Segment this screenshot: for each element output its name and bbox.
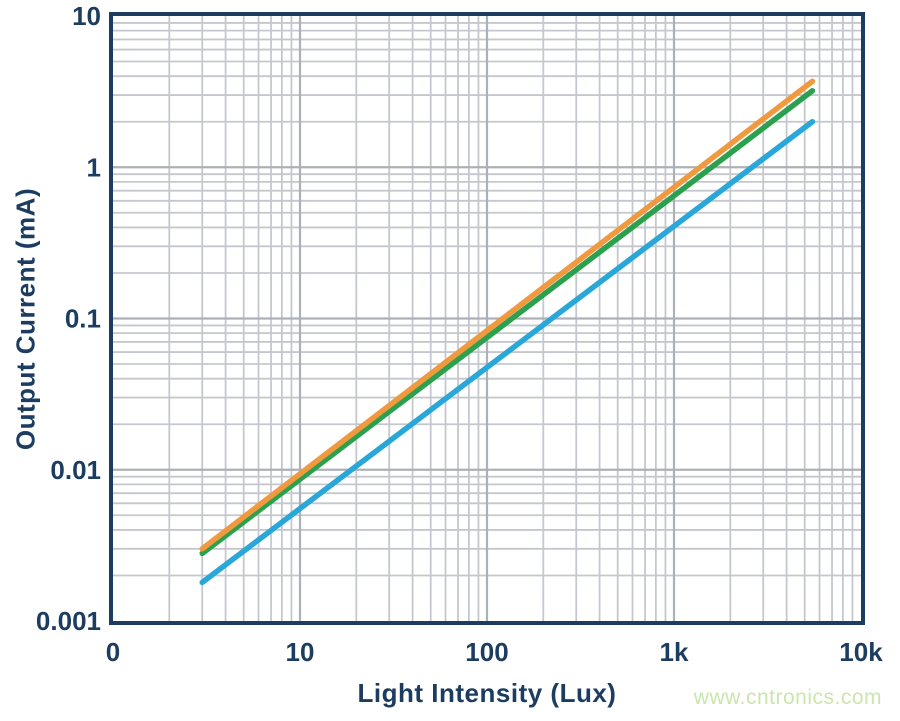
watermark: www.cntronics.com bbox=[693, 686, 882, 709]
x-tick-label: 0 bbox=[106, 637, 120, 667]
series-line-green bbox=[199, 88, 816, 557]
y-tick-label: 1 bbox=[87, 152, 101, 182]
y-tick-label: 0.1 bbox=[65, 304, 101, 334]
y-tick-label: 10 bbox=[72, 1, 101, 31]
series-line-blue bbox=[199, 118, 816, 586]
x-tick-label: 10 bbox=[286, 637, 315, 667]
x-axis-title: Light Intensity (Lux) bbox=[357, 678, 617, 708]
y-tick-label: 0.001 bbox=[36, 606, 101, 636]
x-tick-label: 100 bbox=[465, 637, 508, 667]
series-line-orange bbox=[199, 78, 816, 552]
x-tick-label: 10k bbox=[839, 637, 883, 667]
y-axis-title: Output Current (mA) bbox=[10, 187, 41, 451]
plot-frame bbox=[109, 12, 865, 625]
x-tick-label: 1k bbox=[660, 637, 689, 667]
y-tick-label: 0.01 bbox=[50, 455, 101, 485]
